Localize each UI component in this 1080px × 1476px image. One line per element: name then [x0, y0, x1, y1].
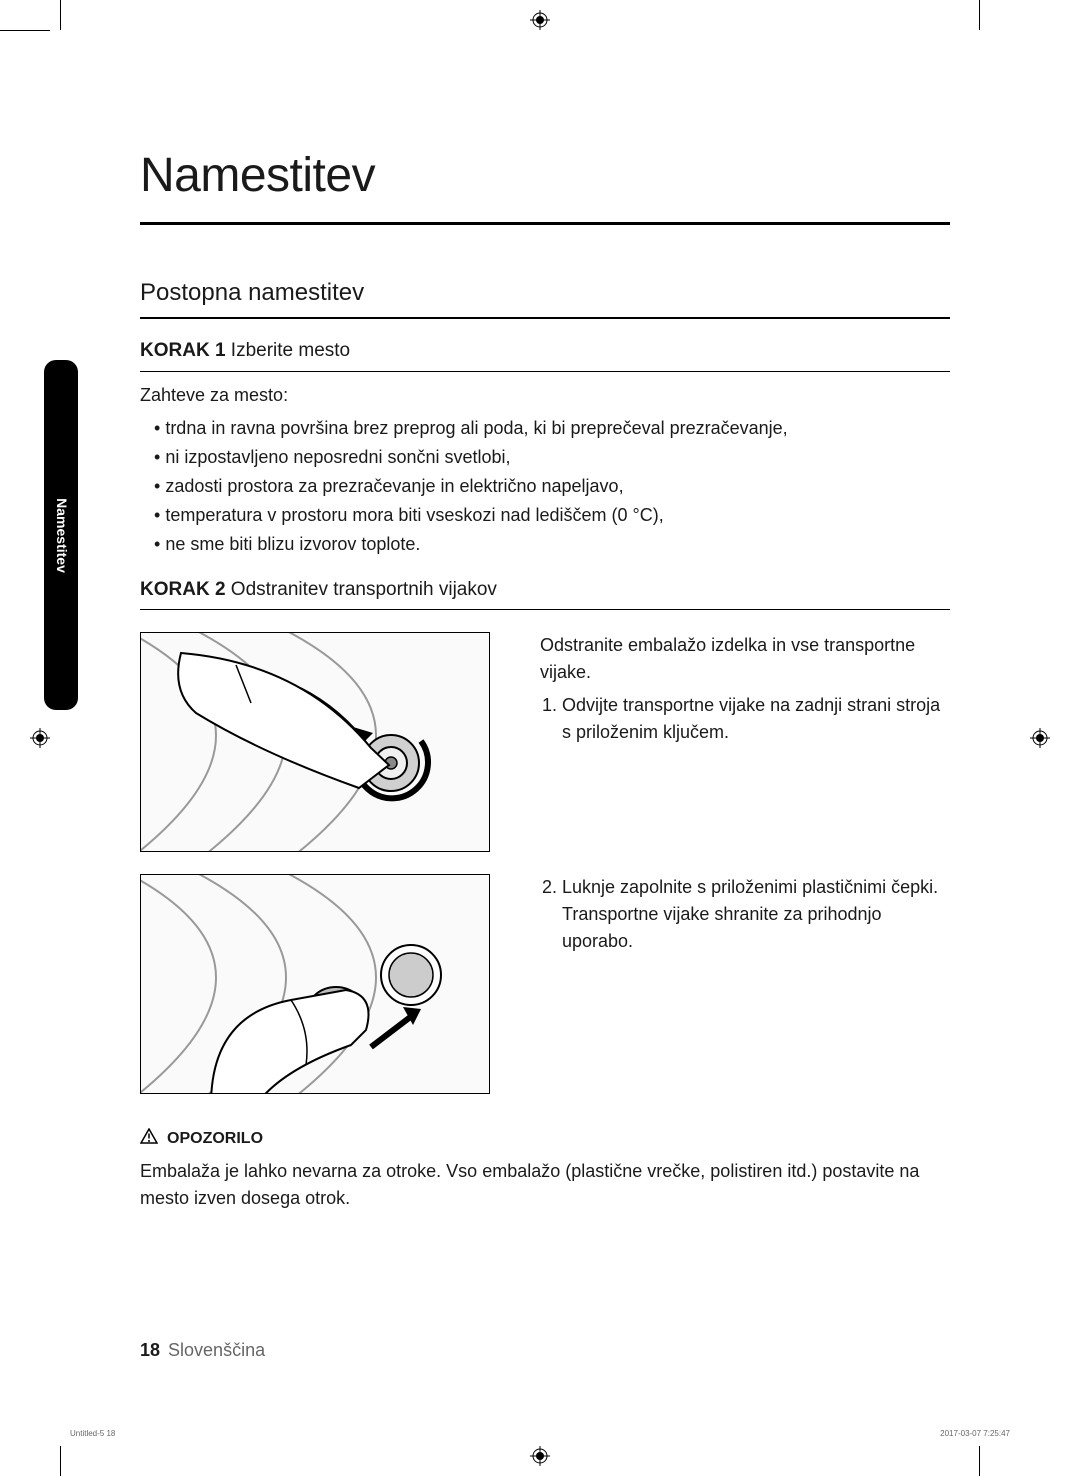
illustration-unscrew-bolt	[140, 632, 490, 852]
warning-header: OPOZORILO	[140, 1124, 950, 1152]
section-tab-label: Namestitev	[51, 498, 72, 573]
list-item: trdna in ravna površina brez preprog ali…	[154, 415, 950, 442]
step-2-item-1: Odvijte transportne vijake na zadnji str…	[562, 692, 950, 746]
footer-language: Slovenščina	[168, 1337, 265, 1364]
warning-icon	[140, 1125, 158, 1152]
crop-mark	[979, 0, 980, 30]
section-tab: Namestitev	[44, 360, 78, 710]
registration-mark-icon	[530, 1446, 550, 1466]
page-content: Namestitev Namestitev Postopna namestite…	[140, 90, 950, 1376]
illustration-insert-cap	[140, 874, 490, 1094]
list-item: ni izpostavljeno neposredni sončni svetl…	[154, 444, 950, 471]
page-footer: 18 Slovenščina	[140, 1337, 950, 1364]
warning-block: OPOZORILO Embalaža je lahko nevarna za o…	[140, 1124, 950, 1212]
registration-mark-icon	[30, 728, 50, 748]
step-2-title: Odstranitev transportnih vijakov	[231, 579, 497, 600]
step-1-label: KORAK 1	[140, 340, 226, 361]
print-meta-left: Untitled-5 18	[70, 1428, 115, 1440]
crop-mark	[979, 1446, 980, 1476]
step-1-title: Izberite mesto	[231, 340, 350, 361]
warning-text: Embalaža je lahko nevarna za otroke. Vso…	[140, 1158, 950, 1212]
step-2-intro: Odstranite embalažo izdelka in vse trans…	[540, 632, 950, 686]
list-item: ne sme biti blizu izvorov toplote.	[154, 531, 950, 558]
step-2-item-2a: Luknje zapolnite s priloženimi plastični…	[562, 877, 938, 897]
step-2-item-2b: Transportne vijake shranite za prihodnjo…	[562, 904, 882, 951]
warning-label: OPOZORILO	[167, 1130, 263, 1147]
list-item: zadosti prostora za prezračevanje in ele…	[154, 473, 950, 500]
step-2-text-1: Odstranite embalažo izdelka in vse trans…	[540, 632, 950, 750]
print-meta-right: 2017-03-07 7:25:47	[940, 1428, 1010, 1440]
registration-mark-icon	[530, 10, 550, 30]
step-2-row-2: Luknje zapolnite s priloženimi plastični…	[140, 874, 950, 1094]
step-2-label: KORAK 2	[140, 579, 226, 600]
step-2-row-1: Odstranite embalažo izdelka in vse trans…	[140, 632, 950, 852]
requirements-list: trdna in ravna površina brez preprog ali…	[154, 415, 950, 558]
page-title: Namestitev	[140, 140, 950, 225]
crop-mark	[0, 30, 50, 31]
step-2-heading: KORAK 2 Odstranitev transportnih vijakov	[140, 576, 950, 611]
step-2-text-2: Luknje zapolnite s priloženimi plastični…	[540, 874, 950, 959]
step-1-intro: Zahteve za mesto:	[140, 382, 950, 409]
section-heading: Postopna namestitev	[140, 275, 950, 319]
crop-mark	[60, 1446, 61, 1476]
step-1-heading: KORAK 1 Izberite mesto	[140, 337, 950, 372]
page-number: 18	[140, 1337, 160, 1364]
registration-mark-icon	[1030, 728, 1050, 748]
list-item: temperatura v prostoru mora biti vseskoz…	[154, 502, 950, 529]
crop-mark	[60, 0, 61, 30]
step-2-item-2: Luknje zapolnite s priloženimi plastični…	[562, 874, 950, 955]
